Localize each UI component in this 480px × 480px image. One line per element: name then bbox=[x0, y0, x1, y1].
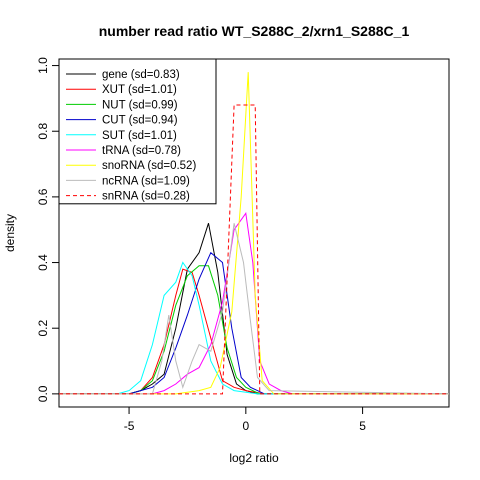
legend-label-gene: gene (sd=0.83) bbox=[102, 69, 180, 81]
chart-title: number read ratio WT_S288C_2/xrn1_S288C_… bbox=[99, 23, 410, 39]
legend-label-xut: XUT (sd=1.01) bbox=[102, 84, 177, 96]
series-line-snrna bbox=[59, 104, 449, 395]
legend-label-sut: SUT (sd=1.01) bbox=[102, 130, 177, 142]
series-line-sut bbox=[59, 261, 449, 395]
axes: -5 0 5 0.0 0.2 0.4 0.6 0.8 1.0 bbox=[36, 57, 366, 433]
y-tick-label: 1.0 bbox=[36, 57, 50, 74]
x-tick-label: 0 bbox=[242, 419, 249, 433]
x-tick-label: -5 bbox=[124, 419, 135, 433]
legend-label-cut: CUT (sd=0.94) bbox=[102, 115, 178, 127]
legend-label-snorna: snoRNA (sd=0.52) bbox=[102, 160, 196, 172]
legend-label-ncrna: ncRNA (sd=1.09) bbox=[102, 175, 190, 187]
legend-label-trna: tRNA (sd=0.78) bbox=[102, 145, 181, 157]
series-line-ncrna bbox=[59, 223, 450, 395]
y-axis-label: density bbox=[3, 214, 17, 252]
y-tick-label: 0.8 bbox=[36, 123, 50, 140]
series-line-nut bbox=[59, 265, 449, 395]
legend: gene (sd=0.83) XUT (sd=1.01) NUT (sd=0.99)… bbox=[58, 58, 217, 205]
series-line-gene bbox=[59, 223, 449, 395]
series-line-cut bbox=[59, 251, 449, 395]
y-tick-label: 0.4 bbox=[36, 254, 50, 271]
x-tick-label: 5 bbox=[359, 419, 366, 433]
y-tick-label: 0.0 bbox=[36, 385, 50, 402]
legend-label-snrna: snRNA (sd=0.28) bbox=[102, 191, 190, 203]
y-tick-label: 0.2 bbox=[36, 320, 50, 337]
y-tick-label: 0.6 bbox=[36, 188, 50, 205]
series-line-xut bbox=[59, 268, 449, 395]
legend-box bbox=[58, 58, 217, 205]
legend-label-nut: NUT (sd=0.99) bbox=[102, 99, 178, 111]
x-axis-label: log2 ratio bbox=[229, 451, 279, 465]
series-line-snorna bbox=[59, 72, 449, 395]
series-layer bbox=[59, 72, 450, 395]
series-line-trna bbox=[59, 211, 449, 395]
